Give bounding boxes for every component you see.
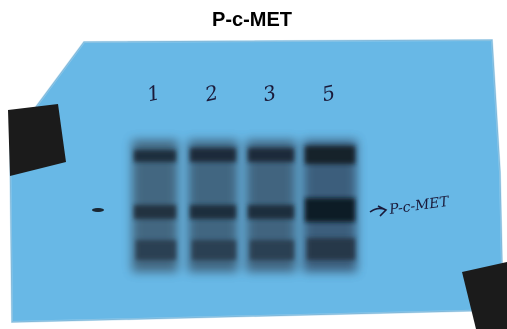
title: P-c-MET [212,9,292,31]
page: P-c-MET P-c-MET 1235 (( [0,0,507,329]
spot [92,208,104,212]
tape [462,262,507,329]
blot-image: P-c-MET P-c-MET 1235 [0,0,507,329]
